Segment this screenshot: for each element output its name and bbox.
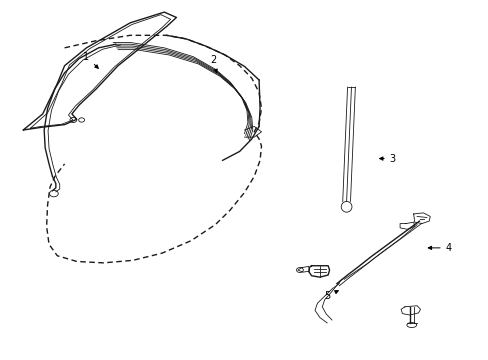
Text: 2: 2 [209, 55, 217, 73]
Text: 5: 5 [324, 291, 338, 301]
Text: 1: 1 [83, 52, 98, 68]
Text: 4: 4 [427, 243, 451, 253]
Text: 3: 3 [379, 154, 395, 163]
